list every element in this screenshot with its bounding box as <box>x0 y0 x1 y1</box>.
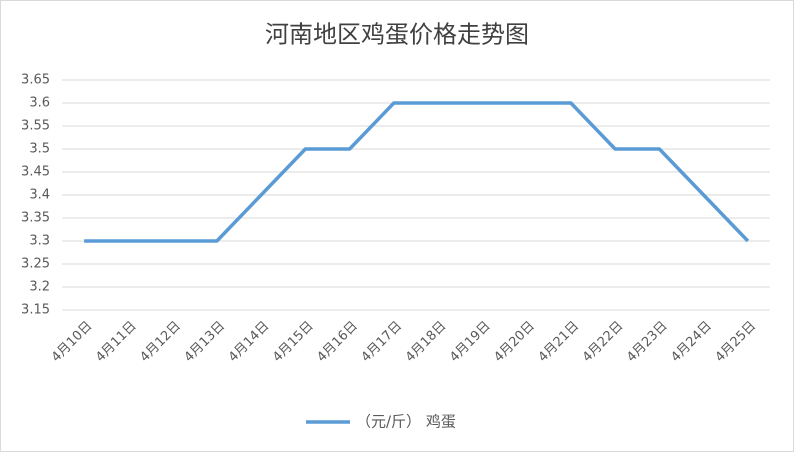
y-tick-label: 3.65 <box>21 73 50 88</box>
y-tick-label: 3.25 <box>21 257 50 272</box>
y-tick-label: 3.6 <box>29 96 50 111</box>
y-tick-label: 3.2 <box>29 280 50 295</box>
line-series <box>84 101 750 243</box>
legend-label: （元/斤） 鸡蛋 <box>356 413 456 431</box>
y-tick-label: 3.45 <box>21 165 50 180</box>
chart-title: 河南地区鸡蛋价格走势图 <box>265 21 529 49</box>
y-tick-label: 3.5 <box>29 142 50 157</box>
y-tick-label: 3.3 <box>29 234 50 249</box>
y-tick-label: 3.35 <box>21 211 50 226</box>
y-tick-label: 3.55 <box>21 119 50 134</box>
y-tick-label: 3.15 <box>21 303 50 318</box>
y-tick-label: 3.4 <box>29 188 50 203</box>
